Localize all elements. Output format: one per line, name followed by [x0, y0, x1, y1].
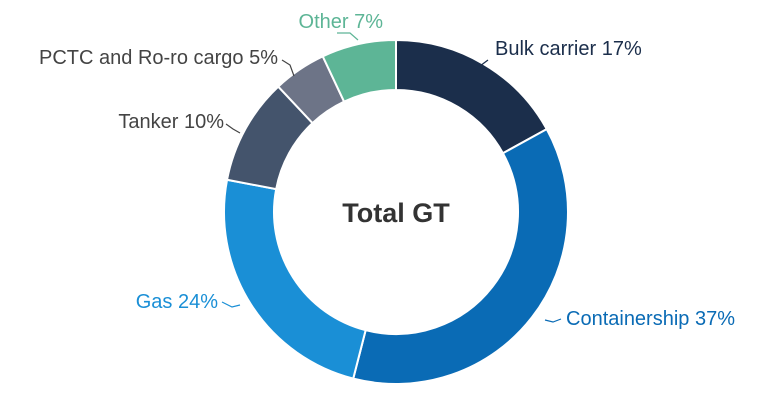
- slice-label-value: 10%: [184, 111, 224, 133]
- slice-containership: [352, 127, 569, 385]
- leader-line: [221, 301, 241, 308]
- slice-label-value: 24%: [178, 291, 218, 313]
- slice-label-name: Containership: [566, 308, 695, 330]
- slice-label: Bulk carrier 17%: [495, 38, 642, 60]
- slice-label: Containership 37%: [566, 308, 735, 330]
- slice-label: Tanker 10%: [118, 111, 224, 133]
- slice-other: [321, 38, 397, 103]
- leader-line: [544, 318, 562, 323]
- slice-label-value: 7%: [354, 11, 383, 33]
- leader-line: [479, 59, 489, 67]
- slice-labels: Bulk carrier 17% Containership 37% Gas 24%…: [39, 11, 735, 330]
- slice-label-name: Other: [299, 11, 355, 33]
- leader-line: [225, 123, 241, 134]
- donut-slices: [223, 38, 569, 385]
- slice-label-value: 17%: [602, 38, 642, 60]
- slice-label-name: Gas: [136, 291, 178, 313]
- leader-line: [337, 32, 359, 41]
- slice-label: PCTC and Ro-ro cargo 5%: [39, 47, 278, 69]
- slice-label-value: 37%: [695, 308, 735, 330]
- slice-label-name: Tanker: [118, 111, 184, 133]
- slice-label: Gas 24%: [136, 291, 218, 313]
- leader-lines: [221, 32, 562, 323]
- slice-label-name: Bulk carrier: [495, 38, 602, 60]
- leader-line: [281, 59, 295, 77]
- slice-label: Other 7%: [299, 11, 384, 33]
- slice-label-value: 5%: [249, 47, 278, 69]
- slice-label-name: PCTC and Ro-ro cargo: [39, 47, 249, 69]
- center-label: Total GT: [342, 198, 450, 228]
